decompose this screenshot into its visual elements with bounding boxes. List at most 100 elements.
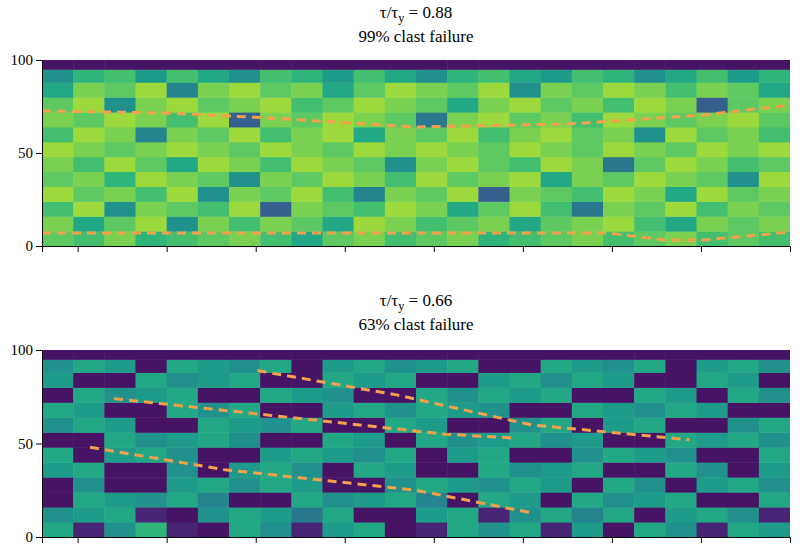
heatmap-cell bbox=[260, 417, 292, 432]
heatmap-cell bbox=[478, 350, 510, 360]
heatmap-cell bbox=[634, 350, 666, 360]
heatmap-cell bbox=[416, 216, 448, 231]
heatmap-cell bbox=[447, 97, 479, 112]
heatmap-cell bbox=[42, 82, 74, 97]
heatmap-cell bbox=[510, 82, 542, 97]
heatmap-cell bbox=[541, 127, 573, 142]
heatmap-cell bbox=[260, 127, 292, 142]
heatmap-cell bbox=[416, 127, 448, 142]
heatmap-cell bbox=[42, 186, 74, 201]
heatmap-cell bbox=[541, 186, 573, 201]
heatmap-cell bbox=[572, 507, 604, 522]
heatmap-cell bbox=[447, 507, 479, 522]
heatmap-cell bbox=[541, 201, 573, 216]
heatmap-cell bbox=[603, 201, 635, 216]
heatmap-cell bbox=[167, 97, 199, 112]
heatmap-cell bbox=[136, 157, 168, 172]
tick-label: 100 bbox=[11, 52, 34, 68]
x-tick bbox=[256, 246, 257, 252]
heatmap-cell bbox=[198, 60, 230, 70]
heatmap-cell bbox=[634, 157, 666, 172]
heatmap-cell bbox=[634, 127, 666, 142]
heatmap-cell bbox=[229, 477, 261, 492]
x-tick bbox=[701, 246, 702, 252]
heatmap-cell bbox=[416, 69, 448, 83]
heatmap-cell bbox=[665, 350, 697, 360]
heatmap-cell bbox=[198, 387, 230, 402]
heatmap-cell bbox=[416, 186, 448, 201]
heatmap-cell bbox=[478, 216, 510, 231]
heatmap-cell bbox=[447, 417, 479, 432]
heatmap-cell bbox=[728, 350, 760, 360]
dashed-line bbox=[257, 371, 689, 440]
heatmap-cell bbox=[260, 387, 292, 402]
heatmap-cell bbox=[167, 417, 199, 432]
heatmap-cell bbox=[478, 359, 510, 373]
tick-label: 50 bbox=[18, 145, 33, 161]
heatmap-cell bbox=[478, 432, 510, 447]
heatmap-cell bbox=[73, 69, 105, 83]
heatmap-cell bbox=[104, 462, 136, 477]
heatmap-cell bbox=[104, 507, 136, 522]
axis-line bbox=[43, 538, 791, 544]
heatmap-cell bbox=[354, 216, 386, 231]
heatmap-cell bbox=[697, 359, 729, 373]
heatmap-cell bbox=[291, 359, 323, 373]
heatmap-cell bbox=[416, 507, 448, 522]
heatmap-cell bbox=[291, 447, 323, 462]
heatmap-cell bbox=[291, 462, 323, 477]
heatmap-cell bbox=[478, 522, 510, 537]
heatmap-cell bbox=[541, 387, 573, 402]
heatmap-cell bbox=[167, 82, 199, 97]
heatmap-cell bbox=[291, 402, 323, 417]
heatmap-cell bbox=[167, 477, 199, 492]
heatmap-cell bbox=[260, 82, 292, 97]
heatmap-cell bbox=[416, 350, 448, 360]
heatmap-cell bbox=[323, 157, 355, 172]
heatmap-cell bbox=[478, 201, 510, 216]
heatmap-cell bbox=[323, 142, 355, 157]
heatmap-cell bbox=[354, 492, 386, 507]
heatmap-cell bbox=[478, 142, 510, 157]
heatmap-cell bbox=[136, 201, 168, 216]
heatmap-cell bbox=[354, 127, 386, 142]
heatmap-cell bbox=[42, 402, 74, 417]
heatmap-cell bbox=[447, 157, 479, 172]
heatmap-cell bbox=[416, 142, 448, 157]
heatmap-cell bbox=[447, 172, 479, 187]
heatmap-cell bbox=[73, 522, 105, 537]
heatmap-cell bbox=[260, 522, 292, 537]
heatmap-cell bbox=[510, 186, 542, 201]
heatmap-cell bbox=[728, 60, 760, 70]
heatmap-cell bbox=[323, 387, 355, 402]
heatmap-cell bbox=[136, 350, 168, 360]
heatmap-cell bbox=[42, 462, 74, 477]
heatmap-cell bbox=[478, 507, 510, 522]
heatmap-cell bbox=[291, 69, 323, 83]
heatmap-cell bbox=[665, 216, 697, 231]
heatmap-cell bbox=[510, 387, 542, 402]
heatmap-cell bbox=[759, 492, 790, 507]
heatmap-cell bbox=[42, 372, 74, 387]
heatmap-cell bbox=[260, 97, 292, 112]
heatmap-cell bbox=[104, 492, 136, 507]
heatmap-cell bbox=[198, 172, 230, 187]
heatmap-cell bbox=[323, 402, 355, 417]
heatmap-cell bbox=[541, 372, 573, 387]
heatmap-cell bbox=[603, 186, 635, 201]
heatmap-cell bbox=[291, 127, 323, 142]
tick-mark bbox=[36, 246, 42, 247]
tick-mark bbox=[345, 246, 346, 252]
heatmap-cell bbox=[510, 462, 542, 477]
heatmap-cell bbox=[634, 97, 666, 112]
plot-area bbox=[42, 350, 790, 537]
heatmap-cell bbox=[198, 127, 230, 142]
heatmap-cell bbox=[42, 507, 74, 522]
heatmap-cell bbox=[385, 142, 417, 157]
heatmap-cell bbox=[541, 69, 573, 83]
heatmap-cell bbox=[541, 350, 573, 360]
heatmap-cell bbox=[104, 127, 136, 142]
heatmap-cell bbox=[167, 60, 199, 70]
heatmap-cell bbox=[697, 172, 729, 187]
heatmap-cell bbox=[572, 522, 604, 537]
